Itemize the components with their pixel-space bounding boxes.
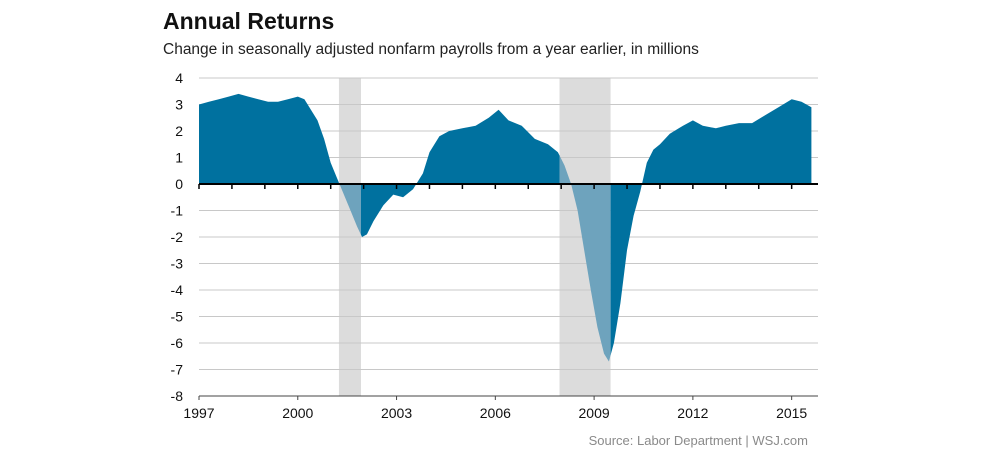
source-note: Source: Labor Department | WSJ.com bbox=[588, 433, 808, 448]
y-tick-label--5: -5 bbox=[171, 309, 184, 325]
chart-title: Annual Returns bbox=[163, 8, 335, 34]
y-tick-label-1: 1 bbox=[175, 150, 183, 166]
data-area bbox=[199, 93, 812, 362]
y-tick-label--2: -2 bbox=[171, 229, 184, 245]
x-tick-label-2012: 2012 bbox=[677, 405, 708, 421]
y-tick-label--4: -4 bbox=[171, 282, 184, 298]
y-tick-label--6: -6 bbox=[171, 335, 184, 351]
y-tick-label-2: 2 bbox=[175, 123, 183, 139]
x-tick-label-2009: 2009 bbox=[579, 405, 610, 421]
x-tick-label-1997: 1997 bbox=[183, 405, 214, 421]
x-tick-label-2000: 2000 bbox=[282, 405, 313, 421]
x-tick-label-2015: 2015 bbox=[776, 405, 807, 421]
y-tick-label--7: -7 bbox=[171, 362, 184, 378]
y-tick-label-3: 3 bbox=[175, 97, 183, 113]
y-tick-label-0: 0 bbox=[175, 176, 183, 192]
chart-subtitle: Change in seasonally adjusted nonfarm pa… bbox=[163, 41, 699, 58]
y-tick-label--3: -3 bbox=[171, 256, 184, 272]
x-tick-label-2006: 2006 bbox=[480, 405, 511, 421]
y-tick-label--8: -8 bbox=[171, 388, 184, 404]
y-tick-label-4: 4 bbox=[175, 70, 183, 86]
payroll-change-area bbox=[199, 93, 812, 362]
x-tick-label-2003: 2003 bbox=[381, 405, 412, 421]
y-tick-label--1: -1 bbox=[171, 203, 184, 219]
